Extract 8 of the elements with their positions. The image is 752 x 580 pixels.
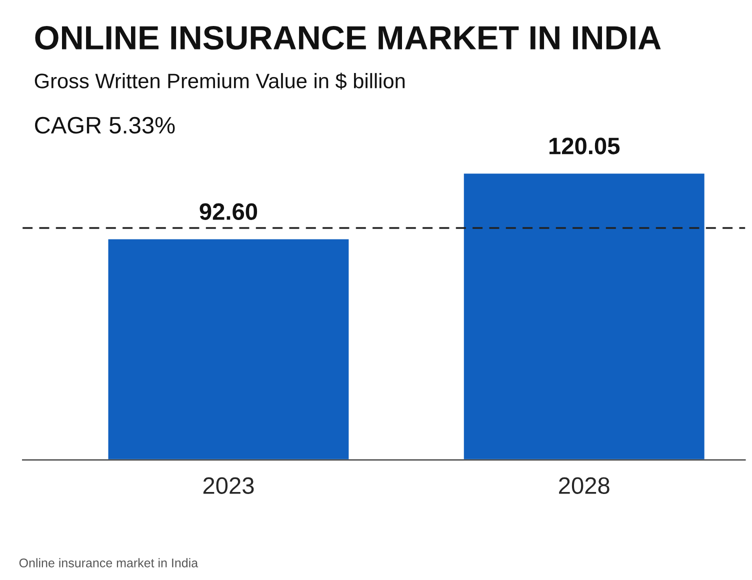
text: Online insurance market in India: [19, 558, 198, 568]
text: CAGR 5.33%: [35, 116, 175, 134]
data-label: 120.05: [550, 138, 620, 154]
chart-subtitle: Gross Written Premium Value in $ billion: [34, 72, 405, 90]
data-label: 92.60: [200, 203, 258, 220]
x-tick-label: 2028: [559, 477, 610, 494]
chart-title: ONLINE INSURANCE MARKET IN INDIA: [35, 26, 661, 50]
x-tick-label: 2023: [203, 477, 254, 494]
